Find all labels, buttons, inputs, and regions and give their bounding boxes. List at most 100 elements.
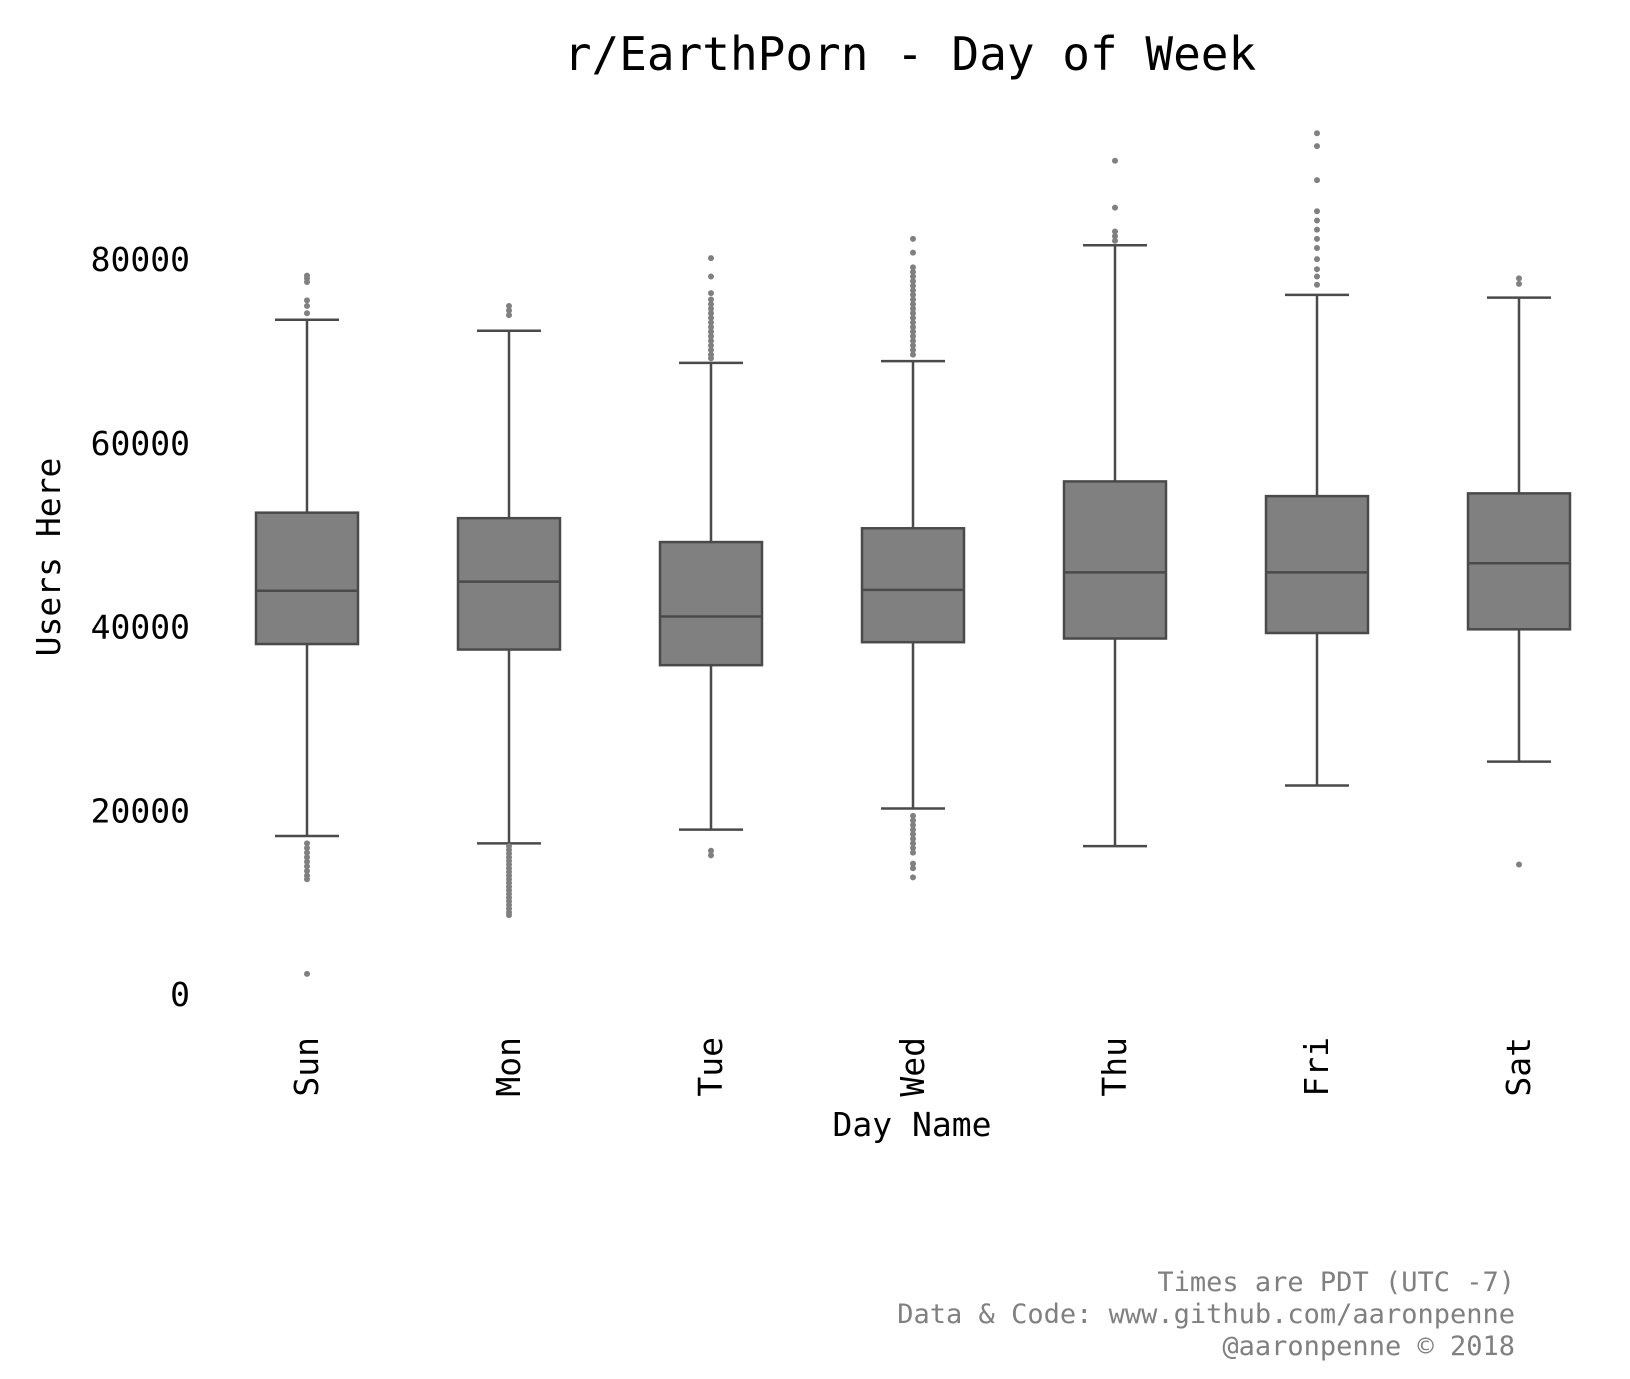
outlier-point [304,845,310,851]
y-axis: 0 20000 40000 60000 80000 [91,240,190,1014]
outlier-point [506,302,512,309]
outlier-point [910,314,916,321]
box-sat [1466,275,1572,868]
y-tick-label: 40000 [91,608,190,647]
box-body [1466,492,1572,631]
outlier-point [910,282,916,289]
outlier-point [910,342,916,349]
outlier-point [910,278,916,285]
outlier-point [708,333,714,340]
outlier-point [1314,177,1320,184]
x-tick-label: Thu [1095,1037,1134,1097]
outlier-point [708,355,714,362]
outlier-point [910,835,916,842]
outlier-point [910,301,916,308]
outlier-point [304,970,310,977]
outlier-point [1314,226,1320,233]
box-thu [1062,157,1168,848]
box-mon [456,302,562,919]
box-fri [1264,130,1370,787]
box-body [456,516,562,651]
outlier-point [1112,228,1118,235]
outlier-point [708,255,714,262]
outlier-point [910,822,916,829]
plot-area [254,130,1572,977]
footnote-timezone: Times are PDT (UTC -7) [1157,1267,1515,1298]
chart-title: r/EarthPorn - Day of Week [564,27,1256,81]
outlier-point [708,319,714,326]
outlier-point [304,840,310,847]
x-tick-label: Tue [691,1037,730,1097]
outlier-point [1314,130,1320,137]
outlier-point [910,849,916,856]
outlier-point [910,328,916,335]
outlier-point [910,305,916,312]
outlier-point [1314,217,1320,224]
outlier-point [506,307,512,314]
y-tick-label: 0 [170,975,190,1014]
outlier-point [708,324,714,331]
outlier-point [910,826,916,833]
outlier-point [910,817,916,824]
outlier-point [1112,204,1118,211]
outlier-point [910,268,916,275]
y-axis-label: Users Here [29,458,68,657]
outlier-point [304,302,310,309]
box-body [860,527,966,644]
outlier-point [910,845,916,851]
footnote-credit: @aaronpenne © 2018 [1222,1331,1515,1362]
outlier-point [910,235,916,242]
outlier-point [1314,208,1320,215]
outlier-point [708,296,714,303]
outlier-point [910,249,916,256]
outlier-point [910,291,916,298]
outlier-point [708,310,714,317]
outlier-point [910,812,916,819]
outlier-point [910,860,916,867]
outlier-point [910,831,916,838]
x-axis-label: Day Name [833,1105,992,1144]
outlier-point [910,337,916,344]
outlier-point [1314,245,1320,252]
x-axis: Sun Mon Tue Wed Thu Fri Sat [287,1037,1538,1097]
x-tick-label: Sat [1499,1037,1538,1097]
y-tick-label: 60000 [91,424,190,463]
outlier-point [1516,280,1522,287]
outlier-point [910,324,916,331]
outlier-point [1112,233,1118,240]
outlier-point [304,876,310,883]
x-tick-label: Mon [489,1037,528,1097]
outlier-point [1314,281,1320,288]
box-tue [658,255,764,859]
outlier-point [708,328,714,335]
outlier-point [708,347,714,354]
outlier-point [304,867,310,874]
outlier-point [304,863,310,870]
outlier-point [910,310,916,317]
outlier-point [910,333,916,340]
box-body [1062,480,1168,640]
outlier-point [910,264,916,271]
box-body [658,540,764,667]
outlier-point [1314,143,1320,150]
outlier-point [708,852,714,859]
outlier-point [910,865,916,872]
outlier-point [910,296,916,303]
y-tick-label: 20000 [91,791,190,830]
outlier-point [910,319,916,326]
outlier-point [1314,235,1320,242]
outlier-point [708,301,714,308]
outlier-point [1314,273,1320,280]
outlier-point [304,310,310,317]
box-sun [254,272,360,977]
outlier-point [910,347,916,354]
box-body [1264,494,1370,635]
outlier-point [304,279,310,286]
outlier-point [708,337,714,344]
outlier-point [1112,237,1118,244]
outlier-point [708,342,714,349]
footnote-source: Data & Code: www.github.com/aaronpenne [897,1299,1515,1330]
x-tick-label: Sun [287,1037,326,1097]
outlier-point [304,297,310,304]
y-tick-label: 80000 [91,240,190,279]
